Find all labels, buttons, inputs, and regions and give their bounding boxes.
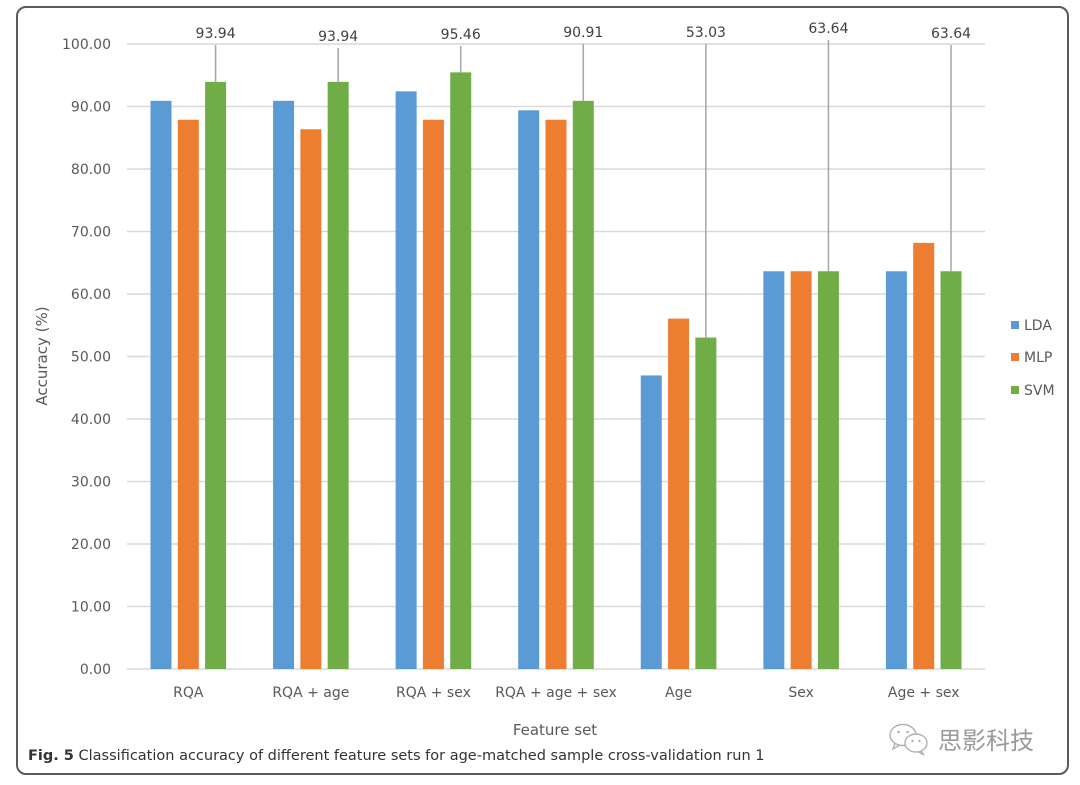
bar-svm bbox=[327, 81, 349, 669]
bar-lda bbox=[150, 100, 172, 669]
watermark-text: 思影科技 bbox=[938, 727, 1034, 755]
x-tick-label: Age bbox=[665, 685, 692, 701]
y-tick-label: 100.00 bbox=[62, 37, 111, 53]
bar-svm bbox=[205, 81, 227, 669]
bar-mlp bbox=[300, 129, 322, 669]
legend-swatch bbox=[1011, 386, 1019, 394]
legend-label: MLP bbox=[1024, 350, 1052, 366]
bar-lda bbox=[395, 91, 417, 669]
bar-mlp bbox=[790, 271, 812, 669]
x-tick-label: RQA + age bbox=[272, 685, 349, 701]
y-tick-label: 60.00 bbox=[71, 287, 111, 303]
y-tick-label: 50.00 bbox=[71, 350, 111, 366]
bar-svm bbox=[572, 100, 594, 669]
x-axis-categories: RQA RQA + age RQA + sex RQA + age + sex Age S… bbox=[173, 685, 959, 701]
bar-lda bbox=[885, 271, 907, 669]
x-tick-label: Sex bbox=[788, 685, 814, 701]
figure-frame bbox=[16, 6, 1069, 775]
data-labels: 93.94 93.94 95.46 90.91 53.03 63.64 63.64 bbox=[196, 21, 972, 45]
legend-item-svm: SVM bbox=[1011, 383, 1055, 399]
legend-item-lda: LDA bbox=[1011, 318, 1052, 334]
bars bbox=[150, 72, 962, 669]
y-tick-label: 90.00 bbox=[71, 100, 111, 116]
legend-item-mlp: MLP bbox=[1011, 350, 1052, 366]
y-axis-ticks: 0.00 10.00 20.00 30.00 40.00 50.00 60.00 70.00 8… bbox=[62, 37, 111, 678]
legend-swatch bbox=[1011, 321, 1019, 329]
label-leader-lines bbox=[214, 40, 952, 338]
data-label: 90.91 bbox=[563, 25, 603, 41]
y-tick-label: 40.00 bbox=[71, 412, 111, 428]
x-tick-label: Age + sex bbox=[888, 685, 960, 701]
wechat-icon bbox=[889, 723, 928, 756]
y-tick-label: 30.00 bbox=[71, 475, 111, 491]
bar-svm bbox=[940, 271, 962, 669]
legend-label: LDA bbox=[1024, 318, 1052, 334]
bar-lda bbox=[763, 271, 785, 669]
data-label: 93.94 bbox=[318, 29, 358, 45]
x-axis-title: Feature set bbox=[513, 721, 597, 739]
data-label: 93.94 bbox=[196, 26, 236, 42]
y-tick-label: 10.00 bbox=[71, 600, 111, 616]
bar-lda bbox=[640, 375, 662, 669]
data-label: 63.64 bbox=[808, 21, 848, 37]
bar-svm bbox=[695, 337, 717, 669]
y-axis-title: Accuracy (%) bbox=[33, 306, 51, 405]
legend: LDA MLP SVM bbox=[1011, 318, 1055, 399]
bar-lda bbox=[273, 100, 295, 669]
bar-mlp bbox=[422, 119, 444, 669]
y-tick-label: 20.00 bbox=[71, 537, 111, 553]
data-label: 53.03 bbox=[686, 25, 726, 41]
bar-svm bbox=[817, 271, 839, 669]
caption-text: Classification accuracy of different fea… bbox=[73, 748, 765, 764]
legend-label: SVM bbox=[1024, 383, 1055, 399]
bar-mlp bbox=[177, 119, 199, 669]
x-tick-label: RQA bbox=[173, 685, 204, 701]
caption-prefix: Fig. 5 bbox=[28, 748, 74, 764]
y-tick-label: 80.00 bbox=[71, 162, 111, 178]
y-tick-label: 0.00 bbox=[80, 662, 111, 678]
watermark: 思影科技 bbox=[888, 721, 1034, 756]
bar-lda bbox=[518, 110, 540, 669]
bar-mlp bbox=[668, 318, 690, 669]
bar-mlp bbox=[545, 119, 567, 669]
x-tick-label: RQA + sex bbox=[396, 685, 471, 701]
x-tick-label: RQA + age + sex bbox=[495, 685, 617, 701]
y-tick-label: 70.00 bbox=[71, 225, 111, 241]
bar-mlp bbox=[913, 242, 935, 669]
data-label: 95.46 bbox=[441, 27, 481, 43]
figure-caption: Fig. 5 Classification accuracy of differ… bbox=[28, 748, 764, 764]
legend-swatch bbox=[1011, 353, 1019, 361]
bar-svm bbox=[450, 72, 472, 669]
data-label: 63.64 bbox=[931, 26, 971, 42]
